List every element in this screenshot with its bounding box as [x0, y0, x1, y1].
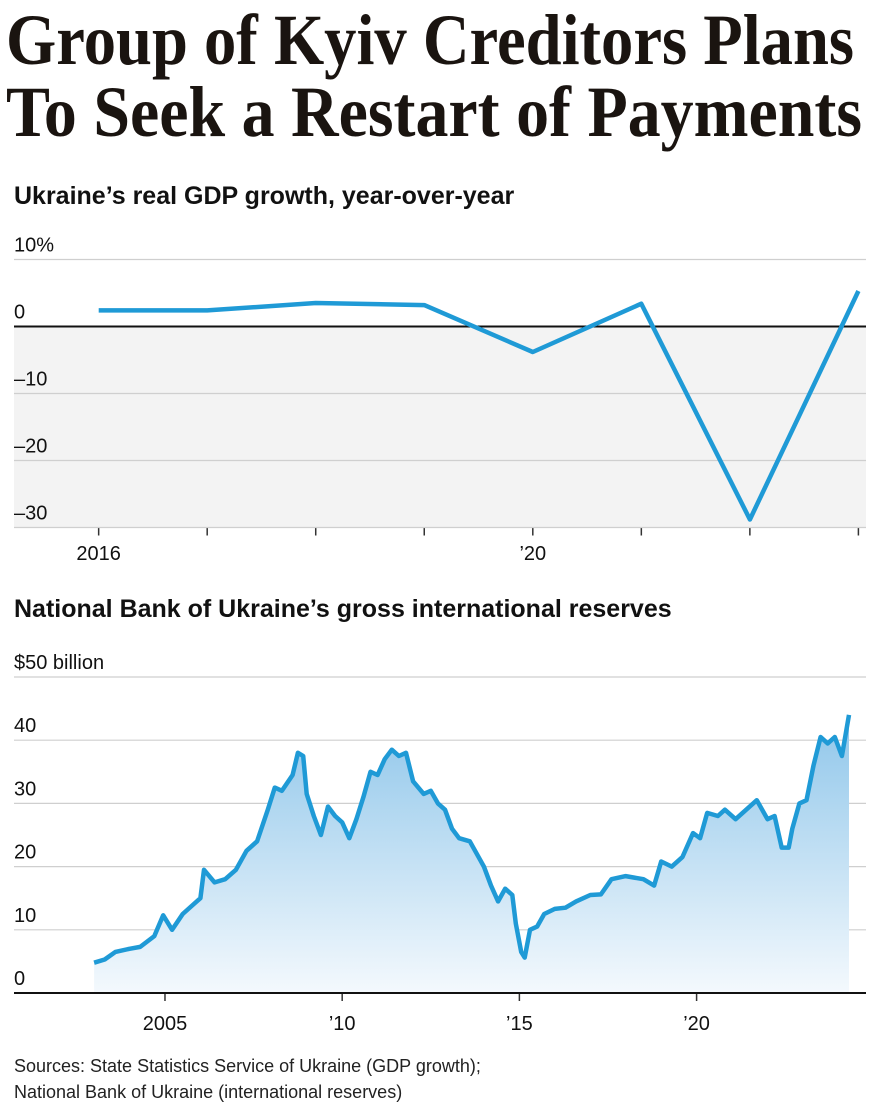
y-tick-label: –30	[14, 503, 47, 525]
chart-title: National Bank of Ukraine’s gross interna…	[14, 595, 672, 623]
x-tick-label: ’20	[683, 1013, 710, 1035]
x-tick-label: ’20	[519, 543, 546, 565]
area-fill	[94, 714, 850, 993]
y-tick-label: 10	[14, 905, 36, 927]
y-tick-label: 40	[14, 715, 36, 737]
y-tick-label: $50 billion	[14, 652, 104, 674]
x-tick-label: 2016	[76, 543, 121, 565]
x-tick-label: ’10	[329, 1013, 356, 1035]
negative-shade	[14, 326, 866, 528]
headline: Group of Kyiv Creditors Plans	[6, 0, 854, 80]
headline: To Seek a Restart of Payments	[6, 72, 862, 152]
data-line	[93, 714, 852, 965]
y-tick-label: 10%	[14, 235, 54, 257]
y-tick-label: 0	[14, 968, 25, 990]
y-tick-label: 30	[14, 778, 36, 800]
data-line	[98, 290, 861, 522]
source-note: National Bank of Ukraine (international …	[14, 1082, 402, 1102]
chart-title: Ukraine’s real GDP growth, year-over-yea…	[14, 182, 514, 210]
source-note: Sources: State Statistics Service of Ukr…	[14, 1056, 481, 1076]
y-tick-label: 0	[14, 302, 25, 324]
x-tick-label: ’15	[506, 1013, 533, 1035]
y-tick-label: 20	[14, 842, 36, 864]
x-tick-label: 2005	[143, 1013, 188, 1035]
y-tick-label: –20	[14, 436, 47, 458]
y-tick-label: –10	[14, 369, 47, 391]
